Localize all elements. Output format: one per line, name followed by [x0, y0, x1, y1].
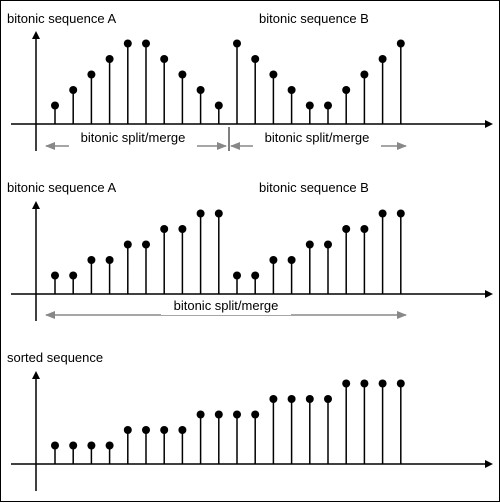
stem-point — [123, 39, 132, 48]
stem-point — [142, 426, 150, 434]
panel-3-label: sorted sequence — [7, 350, 103, 365]
panel-2-stems — [51, 209, 405, 294]
stem-point — [269, 395, 278, 403]
stem-point — [305, 101, 314, 110]
stem-point — [178, 70, 187, 79]
stem-point — [378, 55, 387, 63]
arrow-label-left: bitonic split/merge — [81, 130, 186, 145]
stem-point — [105, 55, 114, 63]
panel-1: bitonic sequence A bitonic sequence B bi… — [7, 11, 493, 151]
panel-1-label-b: bitonic sequence B — [259, 11, 369, 26]
merge-label-bg — [161, 297, 291, 315]
panel-2-label-a: bitonic sequence A — [7, 180, 116, 195]
panel-3-axes — [11, 371, 493, 491]
stem-point — [360, 225, 369, 233]
stem-point — [360, 379, 369, 388]
stem-point — [105, 256, 114, 264]
panel-2-merge-arrow: bitonic split/merge — [45, 297, 407, 319]
stem-point — [324, 240, 332, 249]
stem-point — [305, 395, 314, 403]
stem-point — [214, 410, 223, 419]
stem-point — [378, 379, 387, 388]
stem-point — [178, 225, 187, 233]
stem-point — [214, 101, 223, 110]
panel-1-label-a: bitonic sequence A — [7, 11, 116, 26]
arrow-label-bg-right — [253, 129, 381, 147]
stem-point — [342, 86, 351, 94]
stem-point — [69, 271, 78, 280]
arrow-label-right: bitonic split/merge — [265, 130, 370, 145]
stem-point — [87, 70, 96, 79]
merge-arrow-label: bitonic split/merge — [174, 298, 279, 313]
stem-point — [305, 240, 314, 249]
stem-point — [51, 441, 59, 450]
stem-point — [196, 86, 205, 94]
arrow-label-bg-left — [69, 129, 197, 147]
stem-point — [160, 426, 169, 434]
stem-point — [269, 256, 278, 264]
stem-point — [251, 271, 260, 280]
stem-point — [160, 225, 169, 233]
stem-point — [269, 70, 278, 79]
panel-3: sorted sequence — [7, 350, 493, 491]
stem-point — [142, 39, 150, 48]
stem-point — [360, 70, 369, 79]
stem-point — [105, 441, 114, 450]
stem-point — [214, 209, 223, 218]
stem-point — [69, 441, 78, 450]
stem-point — [251, 410, 260, 419]
stem-point — [69, 86, 78, 94]
panel-2: bitonic sequence A bitonic sequence B bi… — [7, 180, 493, 321]
panel-1-stems — [51, 39, 405, 124]
stem-point — [142, 240, 150, 249]
stem-point — [51, 271, 59, 280]
stem-point — [87, 256, 96, 264]
panel-1-split-arrows: bitonic split/merge bitonic split/merge — [45, 127, 407, 151]
stem-point — [233, 271, 241, 280]
stem-point — [396, 379, 405, 388]
stem-point — [123, 240, 132, 249]
stem-point — [287, 86, 296, 94]
panel-3-stems — [51, 379, 405, 464]
stem-point — [342, 225, 351, 233]
stem-point — [378, 209, 387, 218]
stem-point — [196, 209, 205, 218]
stem-point — [51, 101, 59, 110]
stem-point — [196, 410, 205, 419]
stem-point — [251, 55, 260, 63]
stem-point — [324, 101, 332, 110]
stem-point — [324, 395, 332, 403]
stem-point — [396, 39, 405, 48]
stem-point — [233, 39, 241, 48]
stem-point — [287, 395, 296, 403]
stem-point — [178, 426, 187, 434]
stem-point — [287, 256, 296, 264]
stem-point — [160, 55, 169, 63]
panel-2-label-b: bitonic sequence B — [259, 180, 369, 195]
stem-point — [87, 441, 96, 450]
stem-point — [396, 209, 405, 218]
stem-point — [233, 410, 241, 419]
stem-point — [342, 379, 351, 388]
stem-point — [123, 426, 132, 434]
